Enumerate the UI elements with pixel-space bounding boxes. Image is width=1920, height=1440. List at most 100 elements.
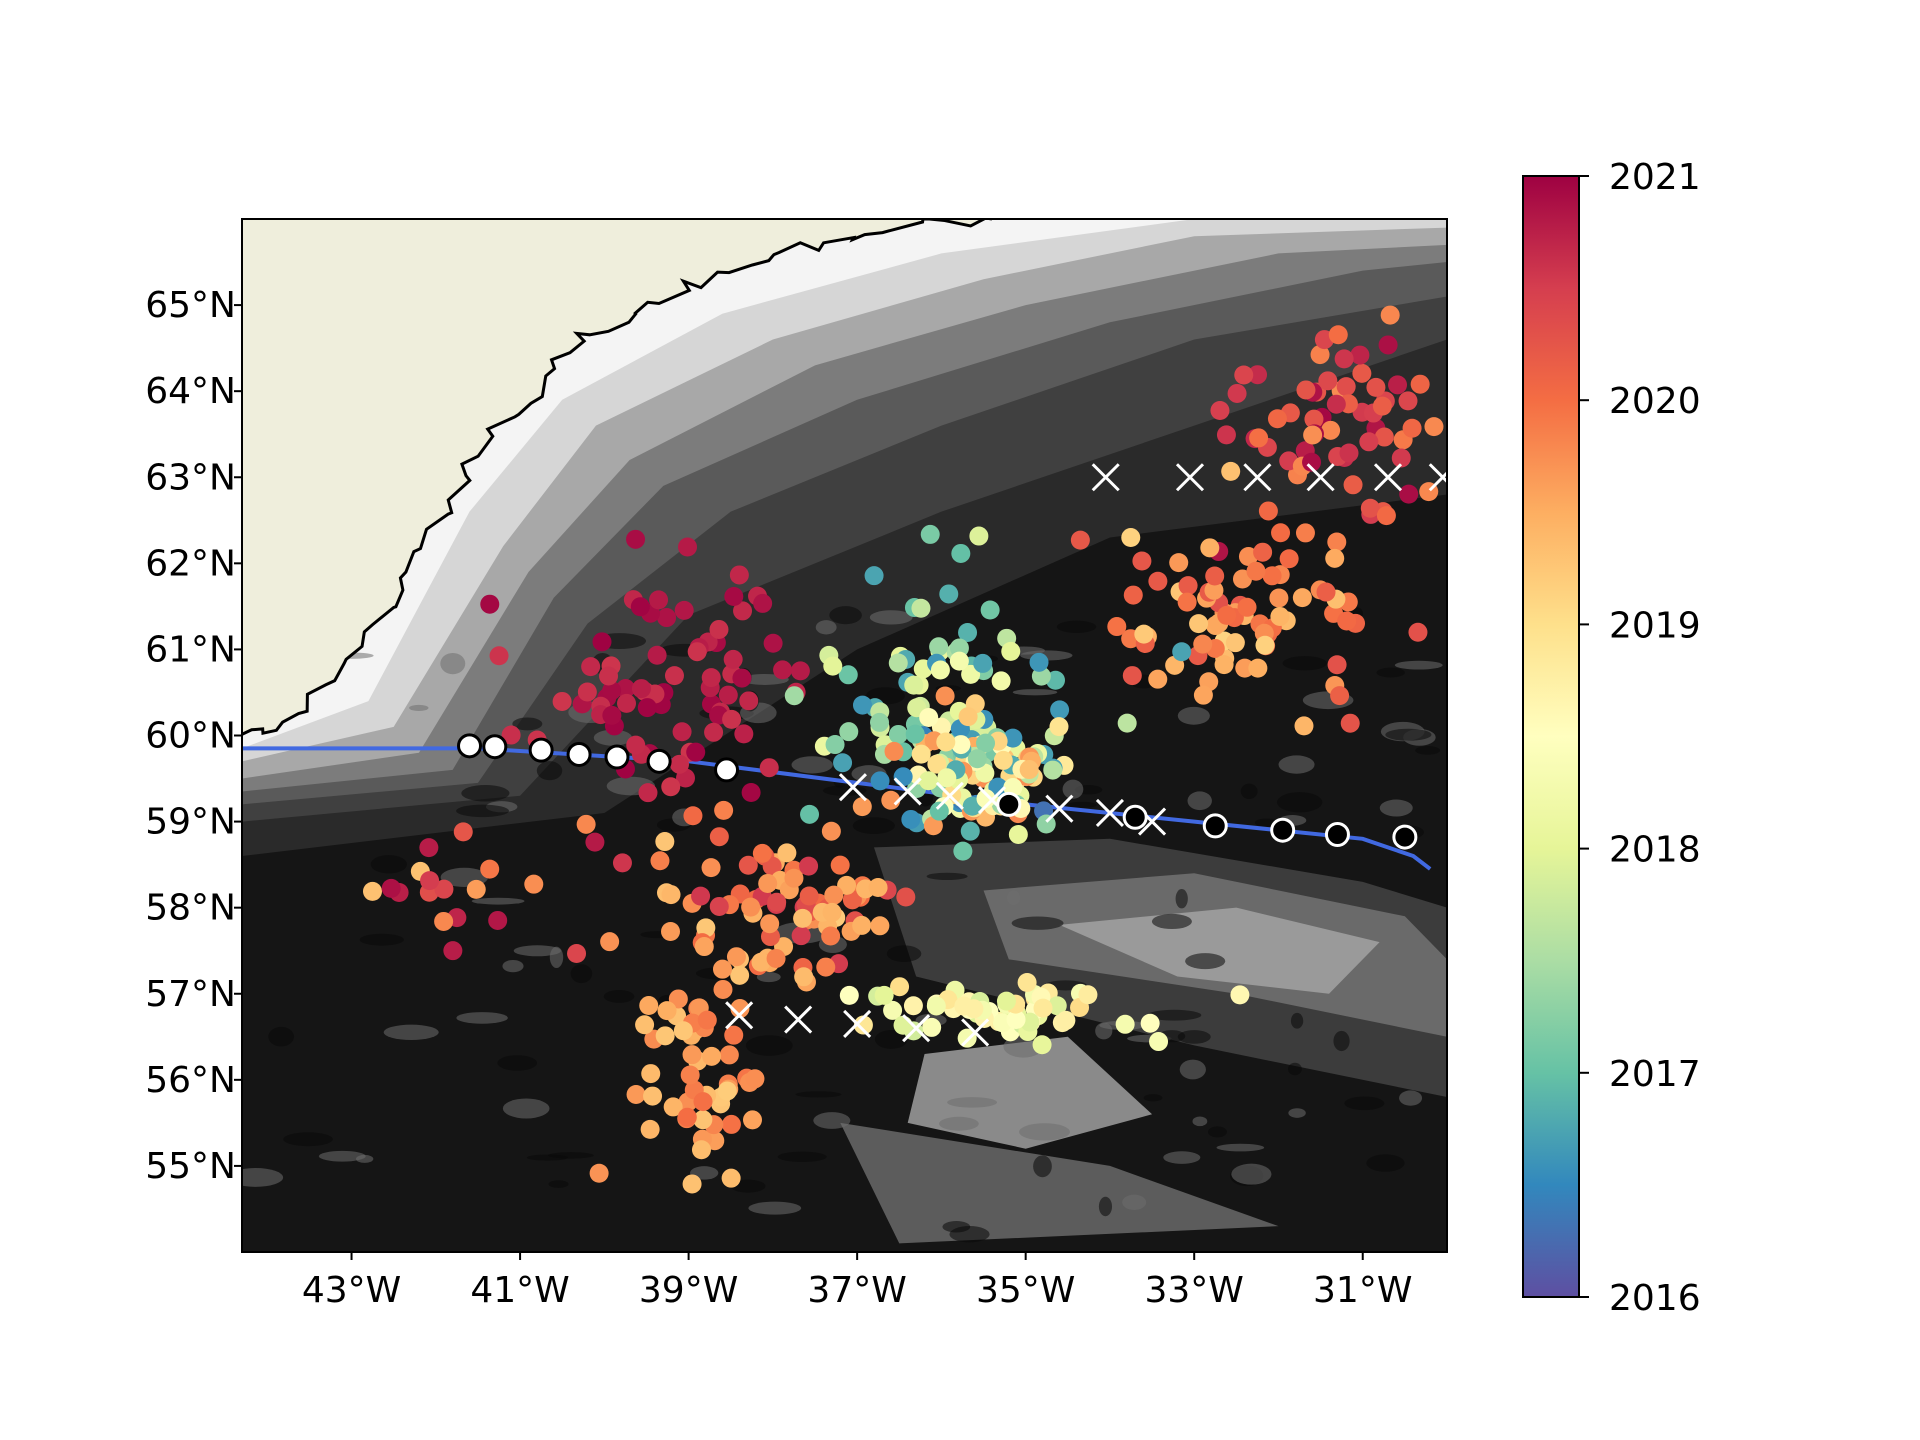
bathymetry-speckle	[550, 947, 563, 968]
float-position-point	[1178, 593, 1197, 612]
float-position-point	[1030, 653, 1049, 672]
float-position-point	[800, 886, 819, 905]
float-position-point	[617, 694, 636, 713]
float-position-point	[730, 966, 749, 985]
float-position-point	[1352, 364, 1371, 383]
float-position-point	[961, 822, 980, 841]
float-position-point	[889, 725, 908, 744]
float-position-point	[753, 844, 772, 863]
float-position-point	[1318, 371, 1337, 390]
float-position-point	[1107, 617, 1126, 636]
float-position-point	[767, 893, 786, 912]
float-position-point	[1194, 686, 1213, 705]
bathymetry-speckle	[456, 805, 509, 818]
bathymetry-speckle	[319, 1151, 366, 1162]
float-position-point	[1317, 583, 1336, 602]
float-position-point	[692, 1140, 711, 1159]
float-position-point	[927, 997, 946, 1016]
float-position-point	[1193, 635, 1212, 654]
bathymetry-speckle	[472, 898, 525, 905]
float-position-point	[1403, 419, 1422, 438]
float-position-point	[718, 1082, 737, 1101]
float-position-point	[661, 922, 680, 941]
float-position-point	[1056, 1011, 1075, 1030]
float-position-point	[454, 822, 473, 841]
bathymetry-speckle	[228, 1168, 283, 1187]
float-position-point	[1341, 714, 1360, 733]
float-position-point	[791, 661, 810, 680]
float-position-point	[753, 594, 772, 613]
longitude-tick-label: 33°W	[1144, 1270, 1243, 1311]
float-position-point	[1149, 1032, 1168, 1051]
float-position-point	[1034, 999, 1053, 1018]
float-position-point	[1253, 543, 1272, 562]
open-circle-marker	[484, 736, 506, 758]
float-position-point	[1296, 523, 1315, 542]
float-position-point	[853, 797, 872, 816]
float-position-point	[1234, 366, 1253, 385]
float-position-point	[674, 1021, 693, 1040]
bathymetry-speckle	[1380, 800, 1413, 817]
float-position-point	[1321, 421, 1340, 440]
float-position-point	[939, 584, 958, 603]
bathymetry-speckle	[1333, 1031, 1349, 1051]
float-position-point	[1249, 428, 1268, 447]
float-position-point	[1327, 532, 1346, 551]
float-position-point	[592, 632, 611, 651]
bathymetry-speckle	[409, 705, 428, 711]
float-position-point	[613, 853, 632, 872]
filled-circle-marker	[1394, 826, 1416, 848]
bathymetry-speckle	[371, 855, 407, 873]
longitude-tick-label: 35°W	[976, 1270, 1075, 1311]
float-position-point	[434, 912, 453, 931]
bathymetry-speckle	[1019, 1123, 1070, 1140]
float-position-point	[964, 999, 983, 1018]
bathymetry-speckle	[778, 1152, 827, 1162]
bathymetry-speckle	[440, 653, 465, 674]
float-position-point	[959, 707, 978, 726]
float-position-point	[875, 986, 894, 1005]
filled-circle-marker	[1326, 823, 1348, 845]
float-position-point	[865, 566, 884, 585]
bathymetry-speckle	[1231, 1164, 1271, 1185]
float-position-point	[894, 767, 913, 786]
float-position-point	[831, 856, 850, 875]
float-position-point	[1141, 1014, 1160, 1033]
float-position-point	[661, 777, 680, 796]
float-position-point	[869, 878, 888, 897]
float-position-point	[889, 654, 908, 673]
float-position-point	[931, 661, 950, 680]
bathymetry-speckle	[1366, 1154, 1404, 1171]
longitude-tick-label: 43°W	[302, 1270, 401, 1311]
float-position-point	[1078, 985, 1097, 1004]
float-position-point	[1001, 642, 1020, 661]
bathymetry-speckle	[497, 1055, 537, 1071]
float-position-point	[794, 967, 813, 986]
float-position-point	[683, 1174, 702, 1193]
float-position-point	[720, 1045, 739, 1064]
float-position-point	[950, 652, 969, 671]
filled-circle-marker	[998, 793, 1020, 815]
bathymetry-speckle	[1291, 1013, 1303, 1029]
float-position-point	[702, 668, 721, 687]
float-position-point	[577, 815, 596, 834]
float-position-point	[764, 634, 783, 653]
float-position-point	[443, 941, 462, 960]
float-position-point	[1116, 1015, 1135, 1034]
bathymetry-speckle	[947, 1097, 997, 1108]
longitude-tick-label: 39°W	[639, 1270, 738, 1311]
map-axes	[228, 218, 1456, 1252]
float-position-point	[742, 783, 761, 802]
float-position-point	[1411, 375, 1430, 394]
float-position-point	[1148, 670, 1167, 689]
float-position-point	[799, 857, 818, 876]
float-position-point	[767, 949, 786, 968]
float-position-point	[419, 838, 438, 857]
float-position-point	[1210, 401, 1229, 420]
open-circle-marker	[530, 739, 552, 761]
float-position-point	[758, 874, 777, 893]
float-position-point	[420, 871, 439, 890]
float-position-point	[1217, 606, 1236, 625]
float-position-point	[650, 851, 669, 870]
float-position-point	[760, 758, 779, 777]
